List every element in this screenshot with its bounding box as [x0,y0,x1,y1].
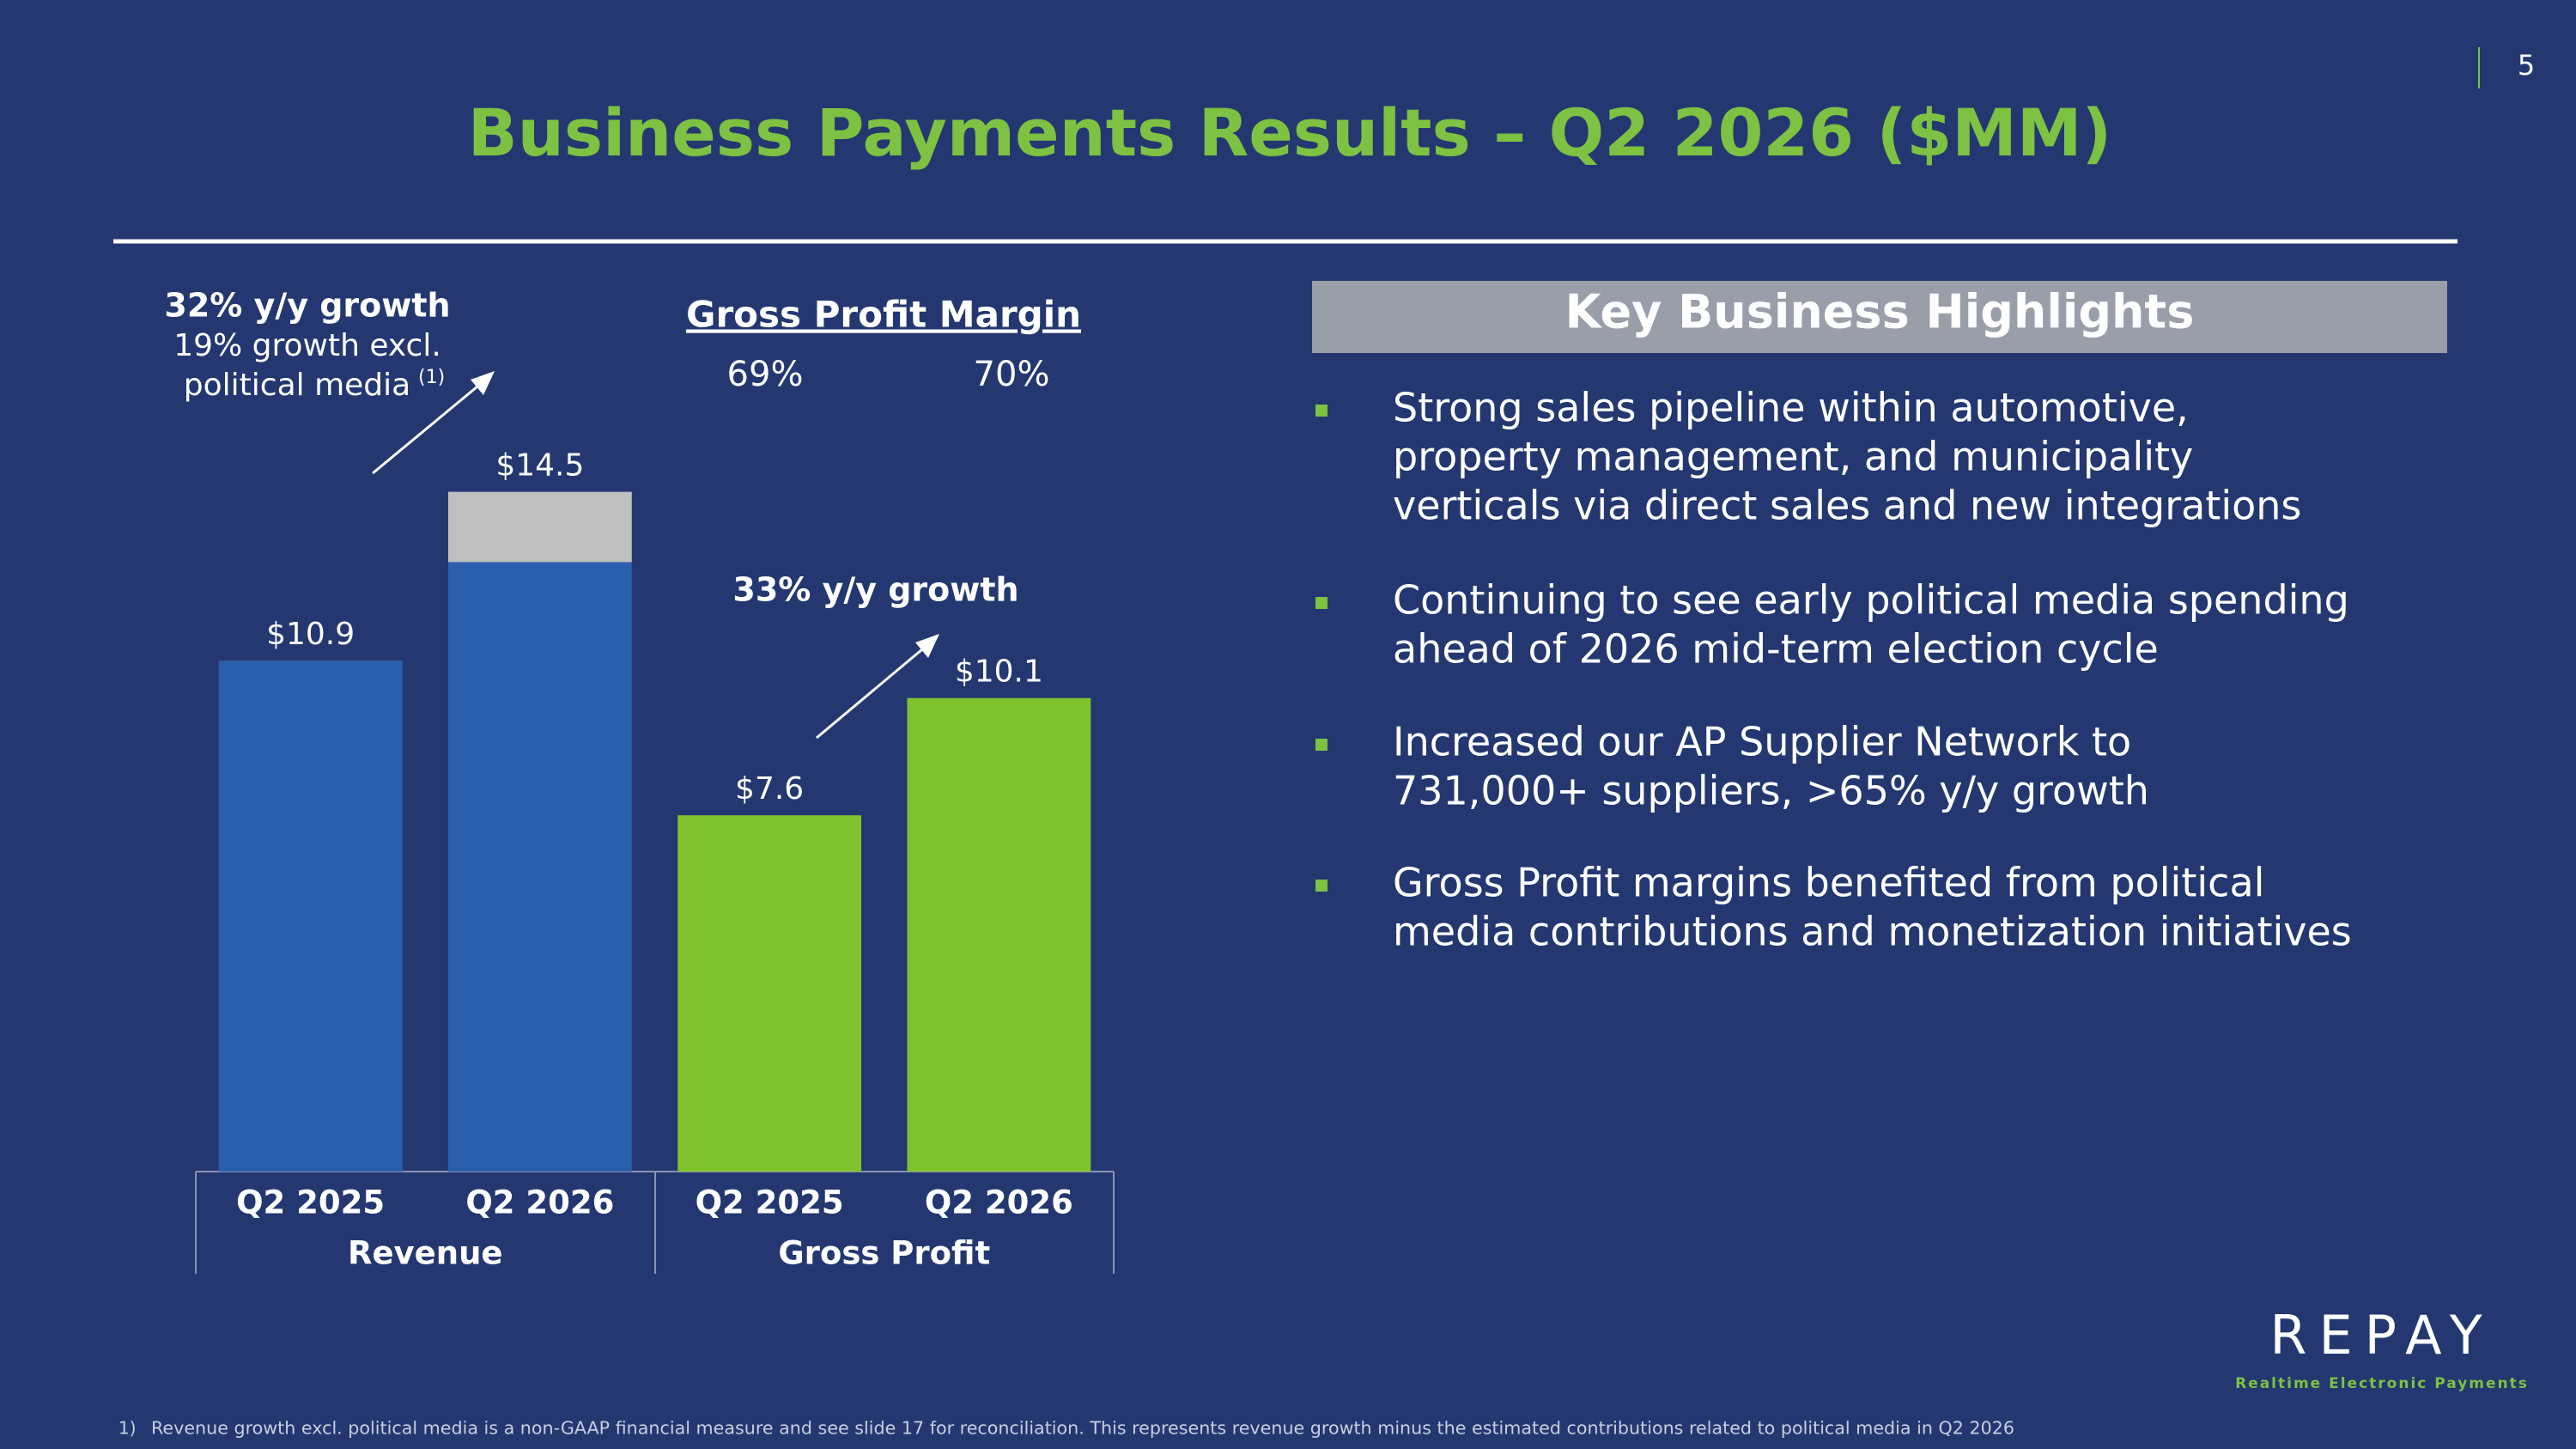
bar-total-label: $10.1 [955,654,1043,690]
bars: $10.9 Q2 2025 $14.5 Q2 2026 $7.6 Q2 2025 $10.1… [218,448,1091,1272]
bar-segment [907,697,1091,1172]
highlight-line: media contributions and monetization ini… [1393,909,2352,955]
margin-value: 70% [974,355,1050,394]
gross-profit-growth: 33% y/y growth [732,571,1018,609]
highlight-line: Strong sales pipeline within automotive, [1393,385,2189,431]
footnote-text: Revenue growth excl. political media is … [151,1418,2014,1439]
x-tick-label: Q2 2026 [925,1184,1073,1221]
highlight-line: Increased our AP Supplier Network to [1393,719,2131,765]
margin-title: Gross Profit Margin [686,294,1081,336]
bullet [1315,597,1327,609]
bar-total-label: $10.9 [266,617,355,652]
slide-title: Business Payments Results – Q2 2026 ($MM… [468,94,2111,171]
margin-value: 69% [727,355,804,394]
footnote-number: 1) [118,1418,137,1439]
bar-segment [447,491,632,563]
highlight-line: Gross Profit margins benefited from poli… [1393,860,2264,906]
arrow [372,381,483,475]
bar-total-label: $7.6 [735,771,804,807]
highlight-line: verticals via direct sales and new integ… [1393,483,2301,529]
logo-tagline: Realtime Electronic Payments [2235,1375,2529,1392]
arrow-head [471,371,495,395]
arrow [816,643,928,740]
highlight-line: Continuing to see early political media … [1393,577,2349,624]
highlight-line: property management, and municipality [1393,434,2193,480]
page-number: 5 [2518,49,2535,82]
revenue-excl-line: political media [184,368,410,403]
bullet [1315,880,1327,892]
bar-segment [447,562,632,1172]
highlights-header [1312,281,2447,353]
x-tick-label: Q2 2025 [236,1184,385,1221]
highlight-line: 731,000+ suppliers, >65% y/y growth [1393,768,2149,814]
group-label: Gross Profit [778,1235,990,1272]
bullet [1315,739,1327,751]
x-tick-label: Q2 2025 [696,1184,844,1221]
group-label: Revenue [348,1235,503,1272]
revenue-excl-line: 19% growth excl. [173,328,441,363]
bullet [1315,405,1327,417]
x-tick-label: Q2 2026 [465,1184,614,1221]
highlight-line: ahead of 2026 mid-term election cycle [1393,626,2159,673]
logo-name: REPAY [2269,1304,2494,1367]
bar-segment [677,815,862,1172]
arrow-head [915,634,939,658]
highlights-title: Key Business Highlights [1565,285,2195,339]
note-mark: (1) [418,367,445,388]
highlights-list: Strong sales pipeline within automotive,… [1315,385,2352,955]
bar-segment [218,661,403,1172]
bar-total-label: $14.5 [495,448,584,484]
revenue-growth: 32% y/y growth [164,287,450,325]
